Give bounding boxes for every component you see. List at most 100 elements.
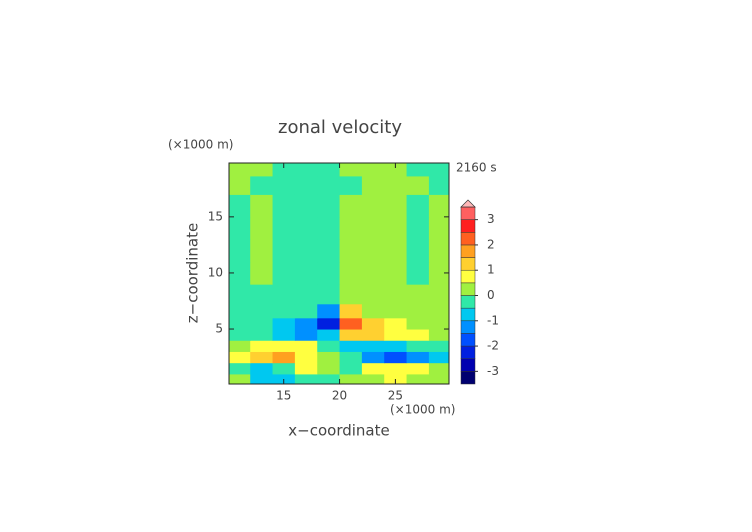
colorbar-tick-label: 0 — [487, 288, 495, 302]
colorbar-box — [460, 307, 476, 322]
cell — [361, 163, 385, 177]
cell — [317, 194, 341, 218]
cell — [406, 261, 430, 285]
cell — [361, 284, 385, 305]
cell — [428, 317, 450, 330]
cell — [384, 303, 408, 319]
cell — [339, 216, 363, 240]
colorbar-box — [460, 371, 476, 385]
cell — [294, 351, 318, 364]
x-axis-label: x−coordinate — [288, 422, 389, 440]
cell — [361, 317, 385, 330]
cell — [250, 303, 274, 319]
cell — [361, 303, 385, 319]
cell — [317, 239, 341, 263]
y-tick-label: 10 — [208, 265, 223, 279]
cell — [384, 216, 408, 240]
cell — [229, 216, 251, 240]
cell — [317, 175, 341, 195]
cell — [250, 239, 274, 263]
cell — [406, 317, 430, 330]
colorbar-box — [460, 219, 476, 233]
cell — [428, 303, 450, 319]
cell — [339, 373, 363, 385]
cell — [317, 317, 341, 330]
cell — [272, 340, 296, 352]
cell — [406, 216, 430, 240]
cell — [229, 175, 251, 195]
cell — [406, 175, 430, 195]
cell — [272, 317, 296, 330]
cell — [294, 216, 318, 240]
cell — [406, 340, 430, 352]
cell — [428, 351, 450, 364]
cell — [406, 303, 430, 319]
cell — [339, 351, 363, 364]
colorbar-tick-label: -3 — [487, 364, 499, 378]
cell — [229, 163, 251, 177]
cell — [428, 284, 450, 305]
cell — [406, 362, 430, 375]
x-tick-label: 20 — [332, 389, 347, 403]
cell — [428, 340, 450, 352]
cell — [384, 340, 408, 352]
colorbar-box — [460, 320, 476, 334]
cell — [384, 329, 408, 341]
cell — [384, 239, 408, 263]
y-axis-label: z−coordinate — [184, 223, 202, 323]
cell — [361, 216, 385, 240]
cell — [272, 362, 296, 375]
cell — [294, 175, 318, 195]
cell — [384, 284, 408, 305]
cell — [384, 351, 408, 364]
cell — [361, 351, 385, 364]
cell — [384, 163, 408, 177]
cell — [317, 362, 341, 375]
cell — [250, 340, 274, 352]
cell — [250, 216, 274, 240]
colorbar-box — [460, 282, 476, 296]
colorbar-box — [460, 333, 476, 347]
cell — [250, 175, 274, 195]
cell — [294, 317, 318, 330]
cell — [250, 351, 274, 364]
colorbar-box — [460, 358, 476, 372]
cell — [428, 163, 450, 177]
colorbar-box — [460, 345, 476, 359]
cell — [339, 261, 363, 285]
cell — [294, 340, 318, 352]
cell — [361, 373, 385, 385]
cell — [272, 175, 296, 195]
cell — [317, 351, 341, 364]
cell — [361, 362, 385, 375]
cell — [250, 261, 274, 285]
cell — [229, 303, 251, 319]
cell — [229, 194, 251, 218]
cell — [384, 317, 408, 330]
cell — [428, 373, 450, 385]
cell — [250, 284, 274, 305]
cell — [317, 284, 341, 305]
colorbar-box — [460, 269, 476, 284]
cell — [272, 194, 296, 218]
cell — [339, 303, 363, 319]
cell — [339, 163, 363, 177]
cell — [339, 340, 363, 352]
cell — [229, 351, 251, 364]
cell — [384, 362, 408, 375]
colorbar-tick-label: 3 — [487, 212, 495, 226]
colorbar-box — [460, 232, 476, 246]
cell — [339, 284, 363, 305]
chart-title: zonal velocity — [278, 117, 402, 138]
cell — [406, 373, 430, 385]
cell — [229, 329, 251, 341]
cell — [294, 373, 318, 385]
cell — [294, 194, 318, 218]
cell — [428, 329, 450, 341]
cell — [250, 194, 274, 218]
colorbar-tick-label: -2 — [487, 339, 499, 353]
cell — [294, 362, 318, 375]
colorbar-box — [460, 295, 476, 309]
cell — [406, 163, 430, 177]
